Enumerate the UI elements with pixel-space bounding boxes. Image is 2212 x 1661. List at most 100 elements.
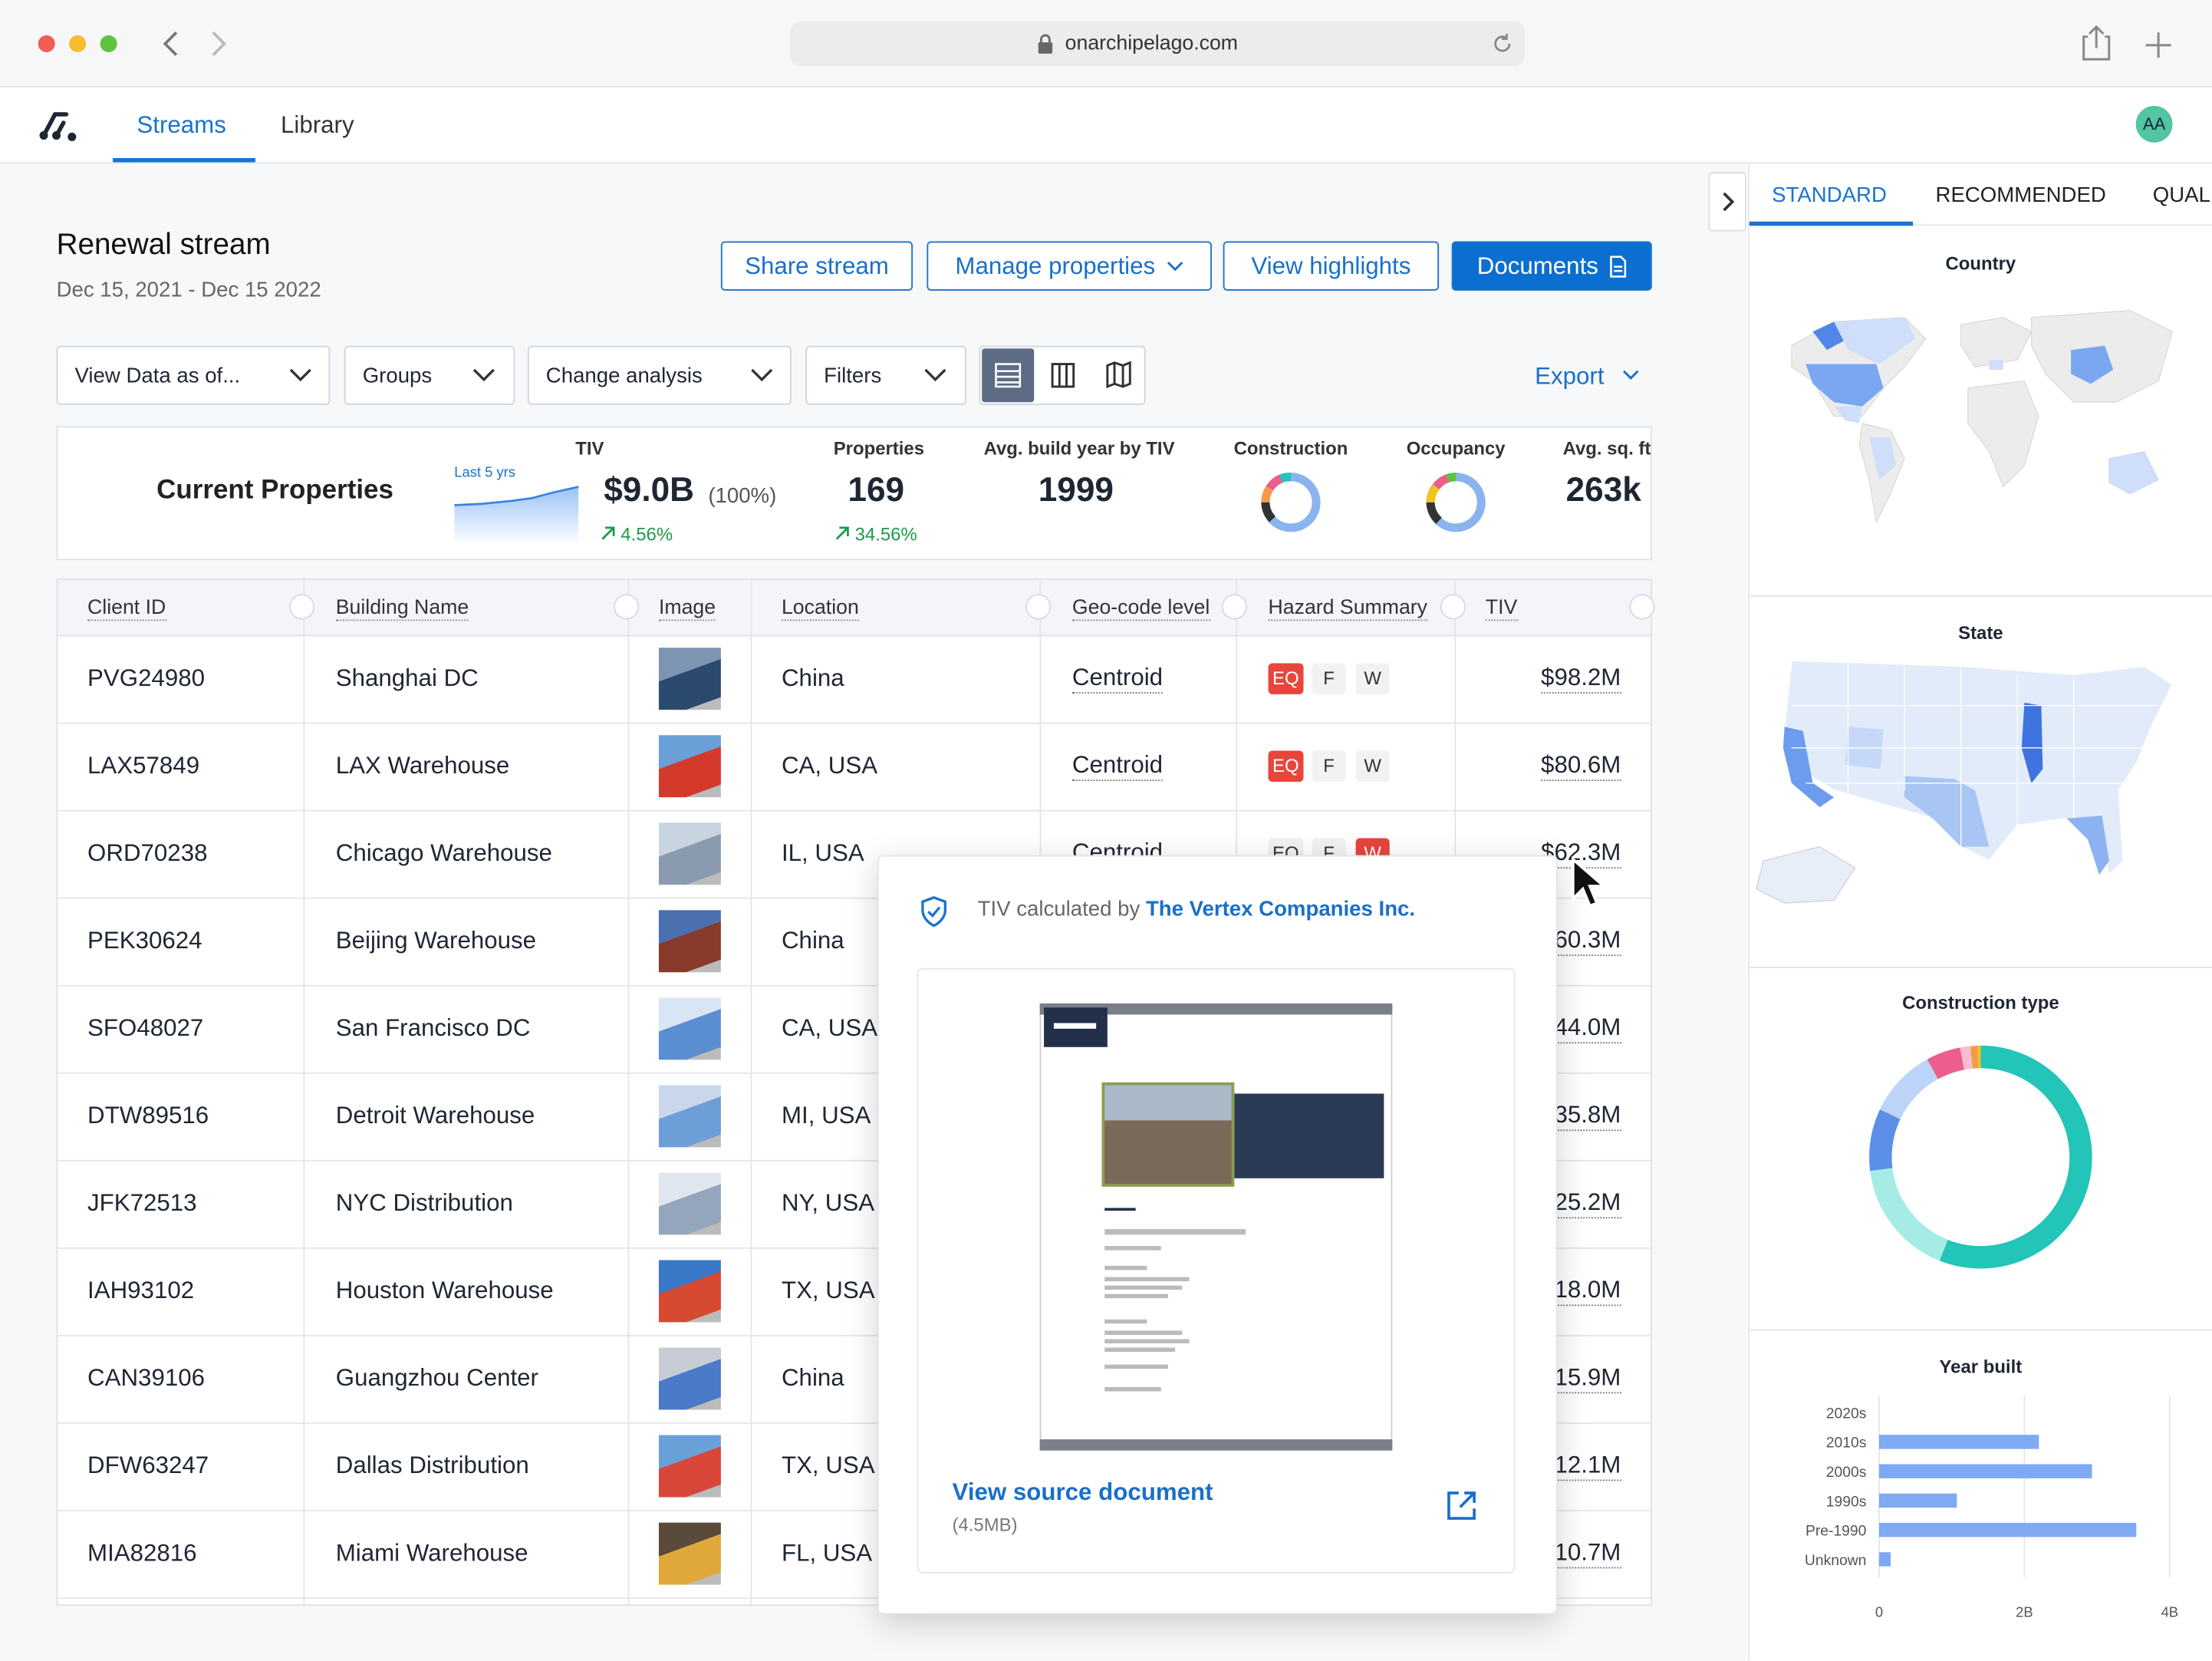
source-link[interactable]: View source document	[952, 1478, 1213, 1506]
popover-prefix: TIV calculated by	[977, 897, 1141, 922]
file-size: (4.5MB)	[952, 1514, 1018, 1536]
dropdown-chevrons	[289, 368, 946, 382]
panel-tab[interactable]: RECOMMENDED	[1935, 183, 2106, 208]
button-label: View highlights	[1251, 252, 1411, 279]
nav-tab-underline	[113, 158, 255, 163]
sparkline	[454, 486, 579, 545]
button-label: Manage properties	[955, 252, 1156, 279]
x-tick-label: 4B	[2161, 1603, 2178, 1620]
button-label: Documents	[1476, 252, 1598, 279]
button[interactable]: Share stream	[720, 241, 913, 291]
us-map	[1756, 659, 2174, 904]
card-edge	[1651, 423, 1709, 565]
bar	[1878, 1493, 1957, 1508]
metric-label: Occupancy	[1406, 437, 1506, 459]
section-title: Country	[1945, 252, 2016, 274]
metric-label: Avg. build year by TIV	[983, 437, 1175, 459]
bar	[1878, 1435, 2039, 1449]
section-title: State	[1958, 622, 2003, 644]
stream-dates: Dec 15, 2021 - Dec 15 2022	[56, 278, 321, 302]
stream-title: Renewal stream	[56, 228, 271, 262]
mouse-cursor	[1571, 856, 1608, 908]
dropdown-label: Groups	[362, 363, 433, 387]
chevron-icon	[1622, 370, 1639, 381]
bar	[1878, 1464, 2092, 1478]
button[interactable]: Documents	[1451, 241, 1652, 291]
donut-segment	[1869, 1045, 2092, 1269]
bar	[1878, 1552, 1891, 1567]
summary-title: Current Properties	[156, 475, 393, 506]
x-tick-label: 0	[1875, 1603, 1883, 1620]
dropdown[interactable]: Change analysis	[527, 345, 792, 405]
document-icon	[1610, 255, 1627, 277]
divider	[1749, 1329, 2212, 1331]
up-arrow-icon	[601, 526, 615, 540]
panel-tab[interactable]: QUAL	[2152, 183, 2210, 208]
metric-share: (100%)	[708, 483, 777, 509]
summary-card	[56, 426, 1652, 561]
shield-icon	[921, 896, 946, 928]
browser-actions[interactable]	[2074, 20, 2187, 68]
bar	[1878, 1522, 2137, 1537]
reload-icon[interactable]	[1488, 30, 1516, 58]
section-title: Construction type	[1902, 992, 2059, 1013]
y-tick-label: Pre-1990	[1805, 1524, 1866, 1540]
avatar[interactable]: AA	[2135, 105, 2173, 143]
donut-segment	[1869, 1045, 2092, 1269]
metric-change: 4.56%	[620, 523, 673, 545]
view-toggle-icons	[982, 348, 1131, 403]
panel-tabs	[1749, 163, 2212, 226]
collapse-button[interactable]	[1708, 172, 1747, 232]
external-link-icon[interactable]	[1446, 1490, 1476, 1521]
nav-tab[interactable]: Library	[281, 111, 354, 139]
y-tick-label: 2010s	[1826, 1435, 1867, 1452]
dropdown-label: Filters	[824, 363, 882, 387]
panel-tab-underline	[1749, 221, 1914, 226]
button-label: Share stream	[745, 252, 889, 279]
chevron-icon	[1167, 261, 1183, 271]
metric-value: 169	[848, 471, 905, 509]
panel-tab[interactable]: STANDARD	[1772, 183, 1887, 208]
app-nav	[0, 87, 2212, 164]
metric-value: 263k	[1565, 471, 1641, 509]
url: onarchipelago.com	[1065, 32, 1239, 55]
nav-tab[interactable]: Streams	[137, 111, 226, 139]
dropdown-label: Change analysis	[545, 363, 703, 387]
y-tick-label: Unknown	[1805, 1553, 1866, 1569]
metric-label: Construction	[1233, 437, 1348, 459]
metric-value: 1999	[1038, 471, 1114, 509]
url-bar[interactable]	[790, 21, 1526, 67]
button[interactable]: View highlights	[1223, 241, 1440, 291]
y-tick-label: 1990s	[1826, 1494, 1867, 1510]
metric-label: Avg. sq. ft	[1562, 437, 1651, 459]
metric-value: $9.0B	[604, 471, 695, 509]
button[interactable]: Manage properties	[927, 241, 1212, 291]
dropdown-label: View Data as of...	[74, 363, 241, 387]
chevron-icon	[1723, 192, 1735, 212]
world-map	[1791, 310, 2174, 524]
popover-text: TIV calculated by The Vertex Companies I…	[978, 898, 1415, 921]
y-tick-label: 2000s	[1826, 1465, 1867, 1481]
divider	[1749, 595, 2212, 598]
y-tick-label: 2020s	[1826, 1406, 1867, 1422]
sparkline-label: Last 5 yrs	[454, 465, 516, 482]
popover-source[interactable]: The Vertex Companies Inc.	[1145, 897, 1416, 922]
x-tick-label: 2B	[2016, 1603, 2033, 1620]
dropdown[interactable]: View Data as of...	[56, 345, 331, 405]
document-preview	[1039, 1003, 1393, 1451]
section-title: Year built	[1939, 1356, 2023, 1378]
lock-icon	[1038, 34, 1053, 54]
mini-donuts	[1261, 473, 1486, 532]
export-button[interactable]: Export	[1535, 362, 1605, 390]
metric-label: Properties	[833, 437, 925, 459]
panel-charts: 0 2B 4B 2020s 2010s 2000s 1990s Pre-1990 Unknown	[1805, 1045, 2178, 1620]
divider	[1749, 966, 2212, 968]
metric-label: TIV	[575, 437, 604, 459]
window-controls	[38, 31, 227, 57]
document-card	[917, 967, 1516, 1574]
metric-change: 34.56%	[854, 523, 917, 545]
logo	[39, 112, 77, 141]
